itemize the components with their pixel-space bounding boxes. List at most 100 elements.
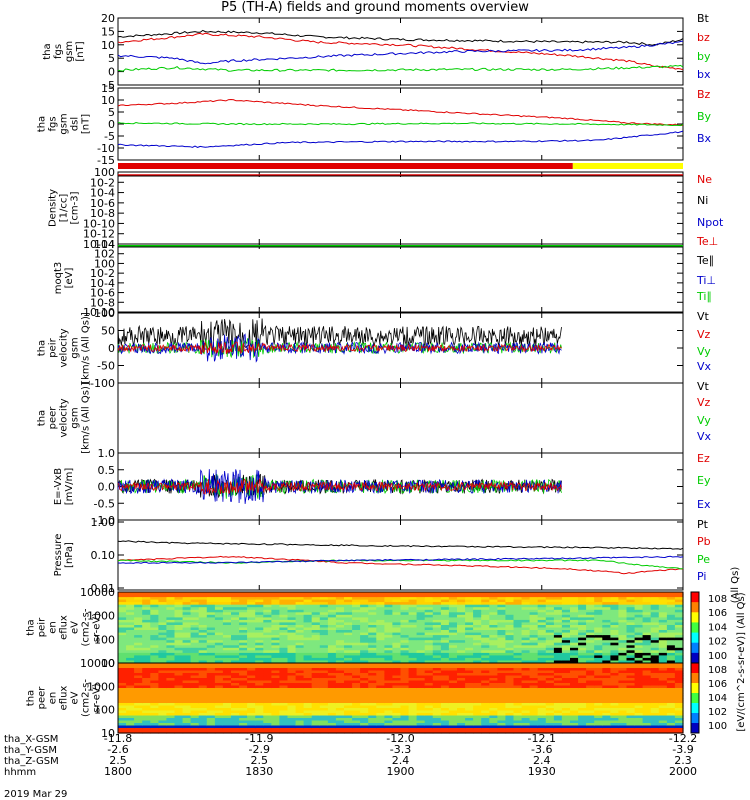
heatmap-cell (400, 642, 410, 646)
heatmap-cell (352, 619, 361, 623)
heatmap-cell (126, 680, 135, 684)
heatmap-cell (537, 594, 547, 598)
heatmap-cell (424, 673, 434, 677)
heatmap-cell (602, 657, 611, 661)
legend-Npot: Npot (697, 216, 724, 229)
heatmap-cell (126, 604, 135, 608)
heatmap-cell (416, 685, 426, 689)
heatmap-cell (327, 675, 337, 679)
heatmap-cell (150, 668, 159, 672)
heatmap-cell (465, 718, 474, 722)
heatmap-cell (158, 630, 168, 634)
heatmap-cell (497, 602, 507, 606)
xaxis-row-label: tha_Z-GSM (4, 756, 59, 767)
heatmap-cell (368, 718, 377, 722)
heatmap-cell (247, 602, 256, 606)
heatmap-cell (497, 625, 507, 629)
heatmap-cell (190, 640, 200, 644)
heatmap-cell (142, 592, 151, 596)
heatmap-cell (344, 645, 353, 649)
heatmap-cell (368, 670, 377, 674)
heatmap-cell (214, 597, 224, 601)
heatmap-cell (287, 713, 297, 717)
heatmap-cell (432, 675, 442, 679)
heatmap-cell (239, 700, 248, 704)
heatmap-cell (650, 703, 660, 707)
heatmap-cell (271, 728, 281, 732)
heatmap-cell (311, 604, 321, 608)
heatmap-cell (335, 695, 345, 699)
heatmap-cell (263, 680, 272, 684)
heatmap-cell (521, 630, 531, 634)
heatmap-cell (448, 645, 458, 649)
heatmap-cell (206, 718, 216, 722)
heatmap-cell (295, 665, 305, 669)
heatmap-cell (674, 695, 684, 699)
heatmap-cell (505, 660, 515, 664)
heatmap-cell (182, 622, 192, 626)
heatmap-cell (586, 645, 595, 649)
heatmap-cell (142, 673, 151, 677)
heatmap-cell (142, 609, 151, 613)
heatmap-cell (174, 652, 184, 656)
heatmap-cell (465, 607, 474, 611)
heatmap-cell (214, 703, 224, 707)
heatmap-cell (287, 599, 297, 603)
heatmap-cell (578, 678, 587, 682)
heatmap-cell (537, 604, 547, 608)
heatmap-cell (335, 657, 345, 661)
heatmap-cell (473, 710, 482, 714)
heatmap-cell (594, 703, 603, 707)
heatmap-cell (650, 609, 660, 613)
heatmap-cell (360, 710, 369, 714)
heatmap-cell (457, 683, 466, 687)
heatmap-cell (279, 645, 289, 649)
heatmap-cell (142, 675, 151, 679)
heatmap-cell (586, 607, 595, 611)
heatmap-cell (634, 622, 644, 626)
heatmap-cell (650, 695, 660, 699)
heatmap-cell (174, 723, 184, 727)
heatmap-cell (287, 725, 297, 729)
heatmap-cell (626, 670, 636, 674)
heatmap-cell (457, 673, 466, 677)
heatmap-cell (360, 675, 369, 679)
heatmap-cell (335, 683, 345, 687)
heatmap-cell (626, 614, 636, 618)
heatmap-cell (327, 597, 337, 601)
heatmap-cell (626, 627, 636, 631)
heatmap-cell (376, 609, 385, 613)
heatmap-cell (327, 678, 337, 682)
heatmap-cell (142, 708, 151, 712)
heatmap-cell (182, 688, 192, 692)
heatmap-cell (408, 723, 418, 727)
heatmap-cell (319, 685, 329, 689)
heatmap-cell (368, 604, 377, 608)
heatmap-cell (279, 612, 289, 616)
heatmap-cell (166, 688, 176, 692)
heatmap-cell (368, 607, 377, 611)
heatmap-cell (658, 619, 668, 623)
heatmap-cell (190, 713, 200, 717)
heatmap-cell (634, 663, 644, 667)
heatmap-cell (634, 713, 644, 717)
heatmap-cell (279, 647, 289, 651)
heatmap-cell (319, 645, 329, 649)
heatmap-cell (481, 637, 490, 641)
heatmap-cell (174, 693, 184, 697)
heatmap-cell (481, 617, 490, 621)
heatmap-cell (311, 599, 321, 603)
heatmap-cell (271, 720, 281, 724)
heatmap-cell (231, 612, 240, 616)
heatmap-cell (279, 642, 289, 646)
heatmap-cell (222, 685, 232, 689)
heatmap-cell (214, 670, 224, 674)
heatmap-cell (578, 693, 587, 697)
heatmap-cell (126, 678, 135, 682)
heatmap-cell (271, 594, 281, 598)
heatmap-cell (489, 637, 498, 641)
ytick-label: -100 (90, 377, 115, 390)
heatmap-cell (222, 728, 232, 732)
heatmap-cell (327, 635, 337, 639)
heatmap-cell (344, 627, 353, 631)
